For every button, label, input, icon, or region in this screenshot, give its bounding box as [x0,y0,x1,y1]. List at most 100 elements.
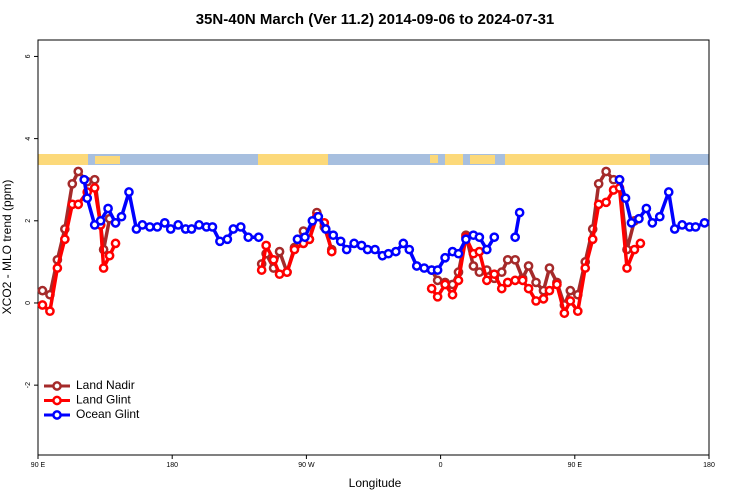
data-point [52,263,63,273]
data-point [335,236,346,247]
data-point [447,289,458,300]
data-point [552,279,562,290]
data-point [207,222,218,232]
data-point [383,248,394,259]
data-point [572,306,583,317]
data-point [544,263,555,273]
y-tick-label: -2 [25,382,32,388]
data-point [614,174,625,185]
data-point [510,254,521,265]
data-point [669,224,680,234]
data-point [622,263,632,273]
data-point [98,263,109,273]
legend-label: Ocean Glint [76,407,140,421]
data-point [261,240,271,251]
data-point [496,267,507,278]
data-point [514,207,525,218]
data-point [313,211,324,222]
y-tick-label: 6 [25,54,32,58]
data-point [626,217,637,228]
data-point [432,291,443,302]
x-tick-label: 90 E [31,462,46,469]
data-point [37,285,48,296]
data-point [282,267,292,278]
data-point [474,246,485,257]
data-point [587,234,598,245]
data-point [496,283,507,294]
data-point [137,220,148,230]
data-point [152,222,163,232]
y-tick-label: 2 [25,219,32,223]
data-point [103,203,113,214]
data-point [73,166,84,177]
data-point [634,213,644,224]
data-point [73,199,84,210]
data-point [159,217,170,228]
data-point [593,178,604,189]
data-point [531,277,541,288]
data-point [404,244,415,255]
data-point [274,269,285,280]
data-point [391,246,401,257]
chart-title: 35N-40N March (Ver 11.2) 2014-09-06 to 2… [196,11,555,28]
data-point [165,224,176,234]
data-point [326,246,337,257]
data-point [289,244,300,255]
data-point [110,217,121,228]
legend-label: Land Nadir [76,378,135,392]
data-point [620,193,631,204]
legend-marker [52,381,62,391]
x-tick-label: 180 [703,462,715,469]
data-point [699,217,710,228]
data-point [461,234,471,245]
data-point [104,250,115,261]
data-point [124,187,134,197]
data-point [328,230,339,241]
data-point [580,263,591,273]
data-point [440,252,450,263]
data-point [565,296,576,306]
data-point [474,267,485,278]
data-point [67,178,78,189]
data-point [453,248,464,259]
data-point [593,199,604,210]
data-point [538,294,549,304]
data-point [559,308,570,319]
data-point [82,193,93,204]
data-point [489,269,500,280]
data-point [173,220,184,230]
data-point [453,275,464,286]
data-point [144,222,155,232]
x-tick-label: 0 [439,462,443,469]
x-tick-label: 180 [166,462,178,469]
data-point [274,246,285,257]
data-point [440,279,450,290]
data-point [243,232,254,243]
data-point [641,203,652,214]
data-point [531,296,541,306]
data-point [341,244,352,255]
data-point [635,238,646,249]
x-tick-label: 90 W [298,462,315,469]
data-point [215,236,225,247]
data-point [256,265,267,275]
data-point [489,232,500,243]
data-point [502,277,513,288]
data-point [79,174,90,185]
data-point [565,285,576,296]
y-axis-label: XCO2 - MLO trend (ppm) [0,180,14,315]
data-point [362,244,373,255]
data-point [222,234,233,245]
data-point [432,275,443,286]
data-point [468,261,479,271]
data-point [411,261,422,271]
y-tick-label: 4 [25,137,32,141]
data-point [59,234,70,245]
y-tick-label: 0 [25,301,32,305]
data-point [544,285,555,296]
legend-marker [52,395,62,406]
data-point [37,300,48,310]
data-point [419,263,430,273]
